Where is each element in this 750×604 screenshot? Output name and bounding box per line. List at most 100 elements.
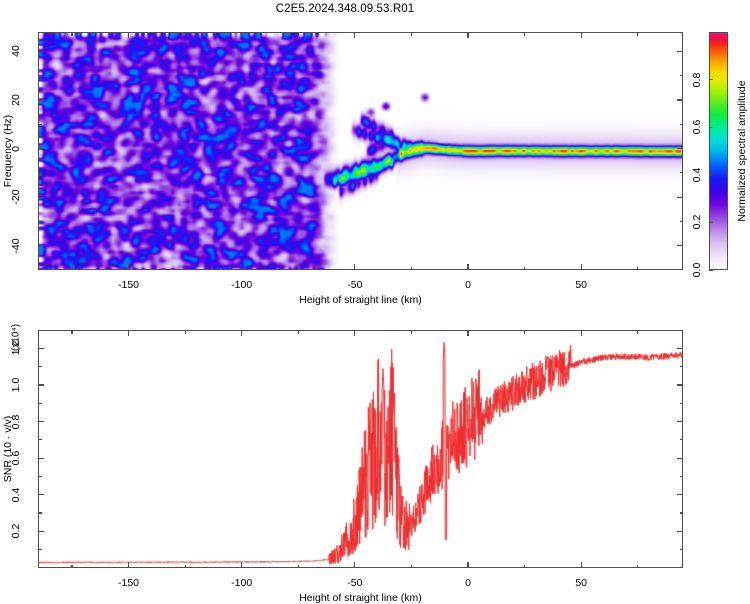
colorbar-tick-label: 0.0 <box>691 262 703 278</box>
ytick-minor-spec <box>38 172 42 174</box>
spectrogram-panel <box>38 32 683 270</box>
ytick-minor-snr <box>38 402 42 404</box>
xtick-minor-snr <box>637 564 639 568</box>
xaxis-title-spec: Height of straight line (km) <box>299 294 422 306</box>
ytick-minor-right-spec <box>679 172 683 174</box>
xtick-snr <box>467 562 469 568</box>
colorbar-tick <box>709 269 713 271</box>
ytick-minor-spec <box>38 75 42 77</box>
ytick-spec <box>38 196 44 198</box>
colorbar-tick <box>709 126 713 128</box>
xtick-top-spec <box>467 32 469 38</box>
xtick-spec <box>580 264 582 270</box>
xtick-minor-top-snr <box>71 330 73 334</box>
xtick-top-snr <box>241 330 243 336</box>
xtick-top-snr <box>467 330 469 336</box>
ytick-right-spec <box>677 50 683 53</box>
xtick-minor-spec <box>410 266 412 270</box>
xtick-label-snr: -150 <box>118 577 140 589</box>
ytick-minor-right-snr <box>679 512 683 514</box>
xtick-spec <box>127 264 130 270</box>
xtick-minor-snr <box>297 564 299 568</box>
colorbar-tick-label: 0.2 <box>691 215 703 230</box>
xtick-label-snr: -100 <box>231 577 253 589</box>
xtick-label-spec: -150 <box>118 279 140 291</box>
ytick-minor-snr <box>38 366 42 368</box>
xtick-top-spec <box>127 32 130 38</box>
ytick-snr <box>38 384 44 386</box>
xtick-minor-top-snr <box>184 330 186 334</box>
xtick-minor-top-spec <box>297 32 299 36</box>
yaxis-title-spec: Frequency (Hz) <box>2 114 14 188</box>
xtick-label-snr: 0 <box>465 577 471 589</box>
xtick-snr <box>580 562 582 568</box>
ytick-snr <box>38 347 44 349</box>
colorbar-tick-label: 0.4 <box>691 167 703 183</box>
xtick-snr <box>354 562 356 568</box>
page-title: C2E5.2024.348.09.53.R01 <box>275 3 415 15</box>
snr-panel <box>38 330 683 568</box>
ytick-right-spec <box>677 245 683 247</box>
spectrogram-image <box>39 33 682 269</box>
ytick-label-spec: -40 <box>10 238 22 254</box>
ytick-snr <box>38 457 44 459</box>
colorbar-tick <box>709 221 713 223</box>
xtick-minor-snr <box>523 564 526 568</box>
ytick-snr <box>38 494 44 496</box>
ytick-right-spec <box>677 147 683 150</box>
xtick-top-snr <box>354 330 356 336</box>
yaxis-title-snr: SNR (10 · v/v) <box>2 415 14 483</box>
ytick-label-spec: 40 <box>10 45 22 58</box>
ytick-right-snr <box>677 347 683 349</box>
ytick-minor-right-spec <box>679 75 683 77</box>
xtick-minor-top-snr <box>523 330 526 334</box>
xtick-top-snr <box>580 330 582 336</box>
xtick-minor-top-spec <box>637 32 639 36</box>
xtick-spec <box>241 264 243 270</box>
ytick-right-spec <box>677 196 683 198</box>
ytick-minor-right-spec <box>679 123 683 125</box>
ytick-minor-snr <box>38 475 42 478</box>
colorbar-tick-label: 0.6 <box>691 119 703 135</box>
xtick-minor-top-snr <box>637 330 639 334</box>
snr-trace <box>39 331 682 567</box>
xtick-minor-top-spec <box>71 32 73 36</box>
xtick-snr <box>127 562 130 568</box>
ytick-minor-snr <box>38 512 42 514</box>
colorbar-gradient <box>710 33 727 269</box>
ytick-minor-right-spec <box>679 220 683 223</box>
xtick-label-snr: 50 <box>575 577 587 589</box>
xtick-spec <box>467 264 469 270</box>
ytick-right-snr <box>677 384 683 386</box>
xtick-spec <box>354 264 356 270</box>
colorbar-tick <box>709 79 713 81</box>
ytick-right-snr <box>677 457 683 459</box>
xtick-label-spec: -100 <box>231 279 253 291</box>
ytick-minor-snr <box>38 549 42 551</box>
xtick-minor-spec <box>184 266 186 270</box>
ytick-right-spec <box>677 99 683 101</box>
ytick-spec <box>38 245 44 247</box>
ytick-spec <box>38 50 44 53</box>
ytick-right-snr <box>677 530 683 532</box>
ytick-minor-right-snr <box>679 366 683 368</box>
xaxis-title-snr: Height of straight line (km) <box>299 592 422 604</box>
ytick-minor-snr <box>38 439 42 441</box>
xtick-top-spec <box>354 32 356 38</box>
xtick-label-spec: 0 <box>465 279 471 291</box>
xtick-label-spec: -50 <box>347 279 363 291</box>
ytick-minor-right-snr <box>679 475 683 478</box>
ytick-minor-spec <box>38 123 42 125</box>
xtick-top-spec <box>241 32 243 38</box>
colorbar-title: Normalized spectral amplitude <box>736 80 748 222</box>
ytick-minor-right-snr <box>679 402 683 404</box>
ytick-right-snr <box>677 420 683 423</box>
xtick-minor-top-spec <box>410 32 412 36</box>
yaxis-multiplier-label: (x10⁴) <box>10 323 22 352</box>
xtick-minor-snr <box>410 564 412 568</box>
colorbar <box>709 32 728 270</box>
xtick-snr <box>241 562 243 568</box>
ytick-right-snr <box>677 494 683 496</box>
xtick-minor-spec <box>523 266 526 270</box>
